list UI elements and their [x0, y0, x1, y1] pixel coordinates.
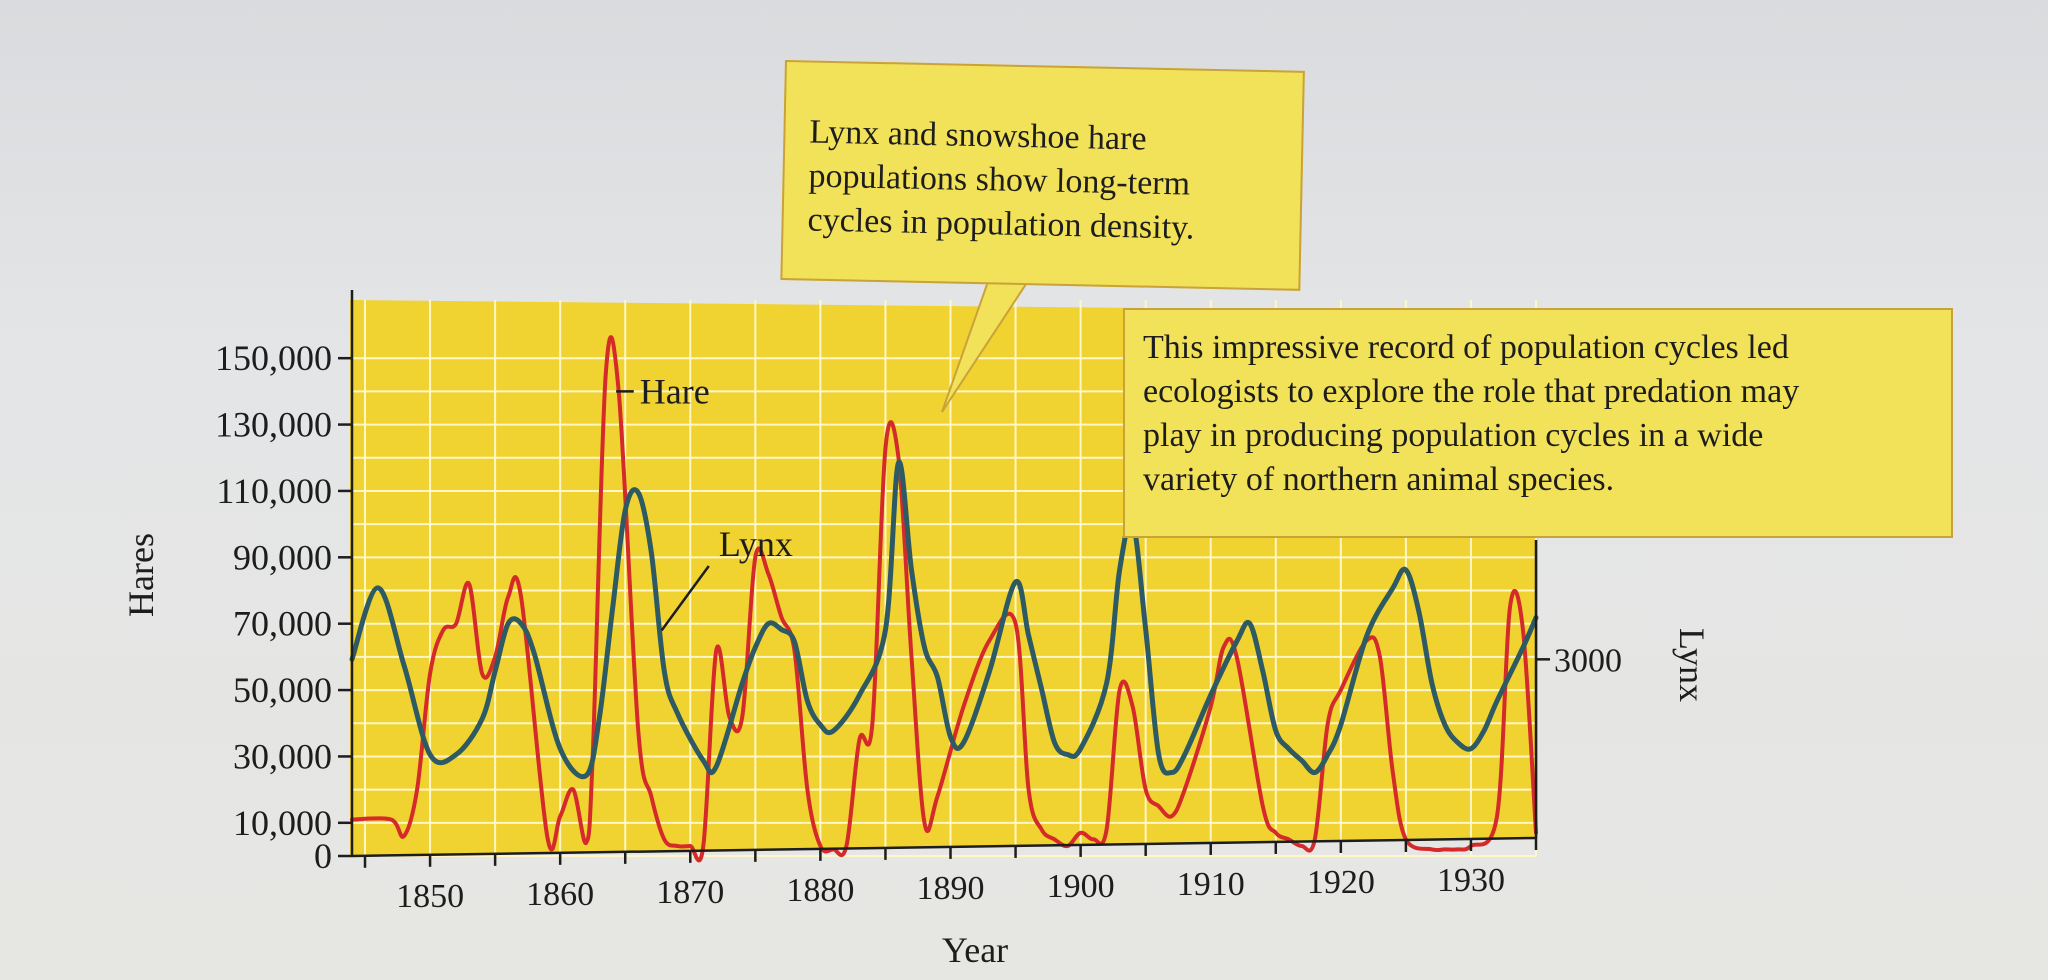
x-tick-label: 1860 — [526, 876, 594, 913]
annotation-label-lynx: Lynx — [719, 524, 793, 564]
series-line-lynx — [349, 459, 1539, 780]
data-lines — [349, 335, 1539, 863]
y-tick-label: 10,000 — [233, 803, 332, 843]
y-tick-label: 90,000 — [233, 537, 332, 577]
callout-population-cycles: Lynx and snowshoe hare populations show … — [780, 60, 1305, 291]
x-tick-label: 1910 — [1177, 866, 1245, 903]
annotation-leader-lynx — [660, 565, 710, 632]
y-tick-label: 110,000 — [216, 471, 332, 511]
callout-top-line: cycles in population density. — [807, 201, 1195, 247]
x-tick-label: 1870 — [656, 874, 724, 911]
x-tick-label: 1880 — [786, 872, 854, 909]
y-tick-label: 130,000 — [215, 405, 332, 445]
y2-axis-title: Lynx — [1672, 628, 1712, 702]
callout-right-line: play in producing population cycles in a… — [1143, 417, 1764, 454]
axes: 010,000 30,000 50,000 70,000 90,000 110,000 13… — [121, 290, 1712, 970]
annotation-labels: Hare Lynx — [616, 371, 793, 632]
series-line-hare — [350, 335, 1538, 863]
y-tick-label: 150,000 — [215, 338, 332, 378]
x-tick-label: 1920 — [1307, 864, 1375, 901]
callout-right-line: ecologists to explore the role that pred… — [1143, 373, 1800, 410]
x-axis-title: Year — [942, 930, 1008, 970]
y-tick-label: 70,000 — [233, 604, 332, 644]
callout-right-line: variety of northern animal species. — [1143, 461, 1615, 498]
x-tick-label: 1850 — [396, 878, 464, 915]
callout-right-line: This impressive record of population cyc… — [1143, 329, 1789, 366]
y-tick-label: 50,000 — [233, 670, 332, 710]
y-tick-label: 30,000 — [233, 736, 332, 776]
x-tick-label: 1930 — [1437, 862, 1505, 899]
callout-predation-record: This impressive record of population cyc… — [1123, 308, 1953, 538]
x-tick-label: 1890 — [917, 870, 985, 907]
x-axis — [351, 836, 1537, 858]
annotation-label-hare: Hare — [640, 371, 710, 411]
y-tick-label: 0 — [314, 836, 332, 876]
y2-tick-label: 3000 — [1554, 642, 1622, 679]
x-tick-label: 1900 — [1047, 868, 1115, 905]
y-axis-title: Hares — [121, 533, 161, 617]
